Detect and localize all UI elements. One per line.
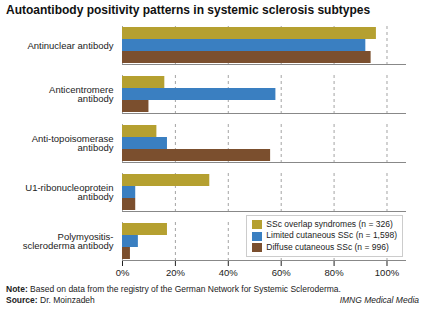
svg-text:Anticentromereantibody: Anticentromereantibody [49,84,114,105]
svg-text:Polymyositis-scleroderma antib: Polymyositis-scleroderma antibody [23,231,114,252]
html-text:Autoantibody positivity patter: Autoantibody positivity patterns in syst… [6,3,371,17]
svg-text:U1-ribonucleoproteinantibody: U1-ribonucleoproteinantibody [25,182,113,203]
html-text:SSc overlap syndromes (n = 326: SSc overlap syndromes (n = 326) [266,219,393,229]
svg-text:100%: 100% [375,268,400,279]
html-text:Limited cutaneous SSc (n = 1,5: Limited cutaneous SSc (n = 1,598) [266,230,397,241]
svg-text:0%: 0% [116,268,130,279]
svg-text:Antinuclear antibody: Antinuclear antibody [27,40,113,51]
svg-text:40%: 40% [219,268,239,279]
html-text:IMNG Medical Media: IMNG Medical Media [339,295,419,306]
svg-text:60%: 60% [272,268,292,279]
html-text:Diffuse cutaneous SSc (n = 996: Diffuse cutaneous SSc (n = 996) [266,241,389,252]
svg-text:Anti-topoisomeraseantibody: Anti-topoisomeraseantibody [32,133,114,153]
html-text:Note: Based on data from the r: Note: Based on data from the registry of… [6,284,341,295]
html-text:Source: Dr. Moinzadeh: Source: Dr. Moinzadeh [6,295,95,306]
svg-text:20%: 20% [166,268,186,279]
svg-text:80%: 80% [325,268,345,279]
